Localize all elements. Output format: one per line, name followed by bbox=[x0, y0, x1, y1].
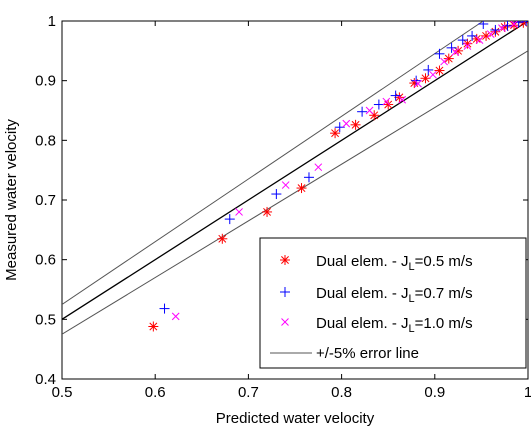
y-tick-label: 0.4 bbox=[35, 371, 56, 388]
legend-label-series-2: Dual elem. - JL=0.7 m/s bbox=[316, 285, 473, 305]
data-point-series-1 bbox=[217, 233, 228, 244]
y-axis-label: Measured water velocity bbox=[3, 119, 20, 281]
data-points bbox=[148, 21, 528, 332]
data-point-series-3 bbox=[451, 48, 460, 56]
legend-box bbox=[259, 237, 527, 369]
x-tick-label: 0.5 bbox=[52, 384, 73, 401]
data-point-series-1 bbox=[350, 119, 361, 130]
data-point-series-3 bbox=[414, 79, 422, 88]
x-tick-label: 0.7 bbox=[238, 384, 259, 401]
reference-lines bbox=[62, 21, 528, 335]
data-point-series-2 bbox=[159, 303, 170, 314]
data-point-series-3 bbox=[398, 95, 407, 104]
x-axis-label: Predicted water velocity bbox=[216, 410, 375, 427]
legend-marker-series-2 bbox=[280, 287, 290, 297]
data-point-series-3 bbox=[382, 97, 391, 106]
y-tick-label: 1 bbox=[48, 13, 56, 30]
legend: Dual elem. - JL=0.5 m/s Dual elem. - JL=0… bbox=[259, 237, 527, 369]
error-line-lower bbox=[62, 50, 528, 335]
data-point-series-2 bbox=[434, 48, 445, 59]
data-point-series-3 bbox=[463, 42, 472, 50]
x-tick-label: 0.9 bbox=[424, 384, 445, 401]
legend-label-series-3: Dual elem. - JL=1.0 m/s bbox=[316, 315, 473, 335]
data-point-series-2 bbox=[457, 35, 468, 46]
data-point-series-3 bbox=[342, 119, 351, 128]
data-point-series-2 bbox=[478, 21, 489, 29]
data-point-series-2 bbox=[224, 214, 235, 225]
data-point-series-1 bbox=[383, 99, 394, 110]
data-point-series-3 bbox=[235, 208, 243, 216]
data-point-series-2 bbox=[390, 90, 401, 101]
legend-label-series-1: Dual elem. - JL=0.5 m/s bbox=[316, 253, 473, 273]
data-point-series-2 bbox=[490, 24, 501, 35]
x-tick-label: 1 bbox=[524, 384, 531, 401]
data-point-series-2 bbox=[446, 42, 457, 53]
y-tick-label: 0.6 bbox=[35, 252, 56, 269]
y-tick-label: 0.8 bbox=[35, 132, 56, 149]
data-point-series-3 bbox=[440, 57, 448, 66]
data-point-series-1 bbox=[509, 21, 520, 31]
data-point-series-2 bbox=[423, 64, 434, 75]
data-point-series-3 bbox=[314, 163, 323, 172]
data-point-series-3 bbox=[510, 21, 518, 28]
data-point-series-2 bbox=[411, 75, 422, 86]
legend-marker-series-1 bbox=[280, 255, 290, 265]
data-point-series-3 bbox=[486, 30, 495, 38]
data-point-series-2 bbox=[467, 30, 478, 41]
error-line-upper bbox=[62, 21, 484, 305]
data-point-series-2 bbox=[373, 99, 384, 110]
legend-marker-series-3 bbox=[281, 318, 289, 326]
data-point-series-2 bbox=[521, 21, 528, 26]
data-point-series-2 bbox=[271, 189, 282, 200]
data-point-series-2 bbox=[303, 172, 314, 183]
data-point-series-1 bbox=[330, 128, 341, 139]
data-point-series-1 bbox=[518, 21, 528, 28]
y-tick-label: 0.5 bbox=[35, 311, 56, 328]
y-tick-label: 0.7 bbox=[35, 192, 56, 209]
data-point-series-3 bbox=[365, 106, 374, 115]
data-point-series-1 bbox=[443, 53, 454, 64]
data-point-series-3 bbox=[475, 36, 484, 44]
data-point-series-1 bbox=[434, 65, 445, 76]
data-point-series-3 bbox=[281, 181, 290, 189]
data-point-series-1 bbox=[296, 183, 307, 194]
data-point-series-2 bbox=[357, 106, 368, 117]
data-point-series-1 bbox=[262, 206, 273, 217]
data-point-series-1 bbox=[148, 321, 159, 332]
legend-label-error-line: +/-5% error line bbox=[316, 345, 419, 362]
tick-labels: 0.5 0.6 0.7 0.8 0.9 10.40.50.60.70.80.91 bbox=[35, 13, 531, 401]
data-point-series-3 bbox=[429, 70, 437, 79]
data-point-series-3 bbox=[171, 312, 180, 321]
y-tick-label: 0.9 bbox=[35, 73, 56, 90]
x-tick-label: 0.8 bbox=[331, 384, 352, 401]
data-point-series-1 bbox=[420, 73, 431, 84]
x-tick-label: 0.6 bbox=[145, 384, 166, 401]
error-line-center bbox=[62, 21, 528, 320]
data-point-series-3 bbox=[498, 24, 506, 33]
